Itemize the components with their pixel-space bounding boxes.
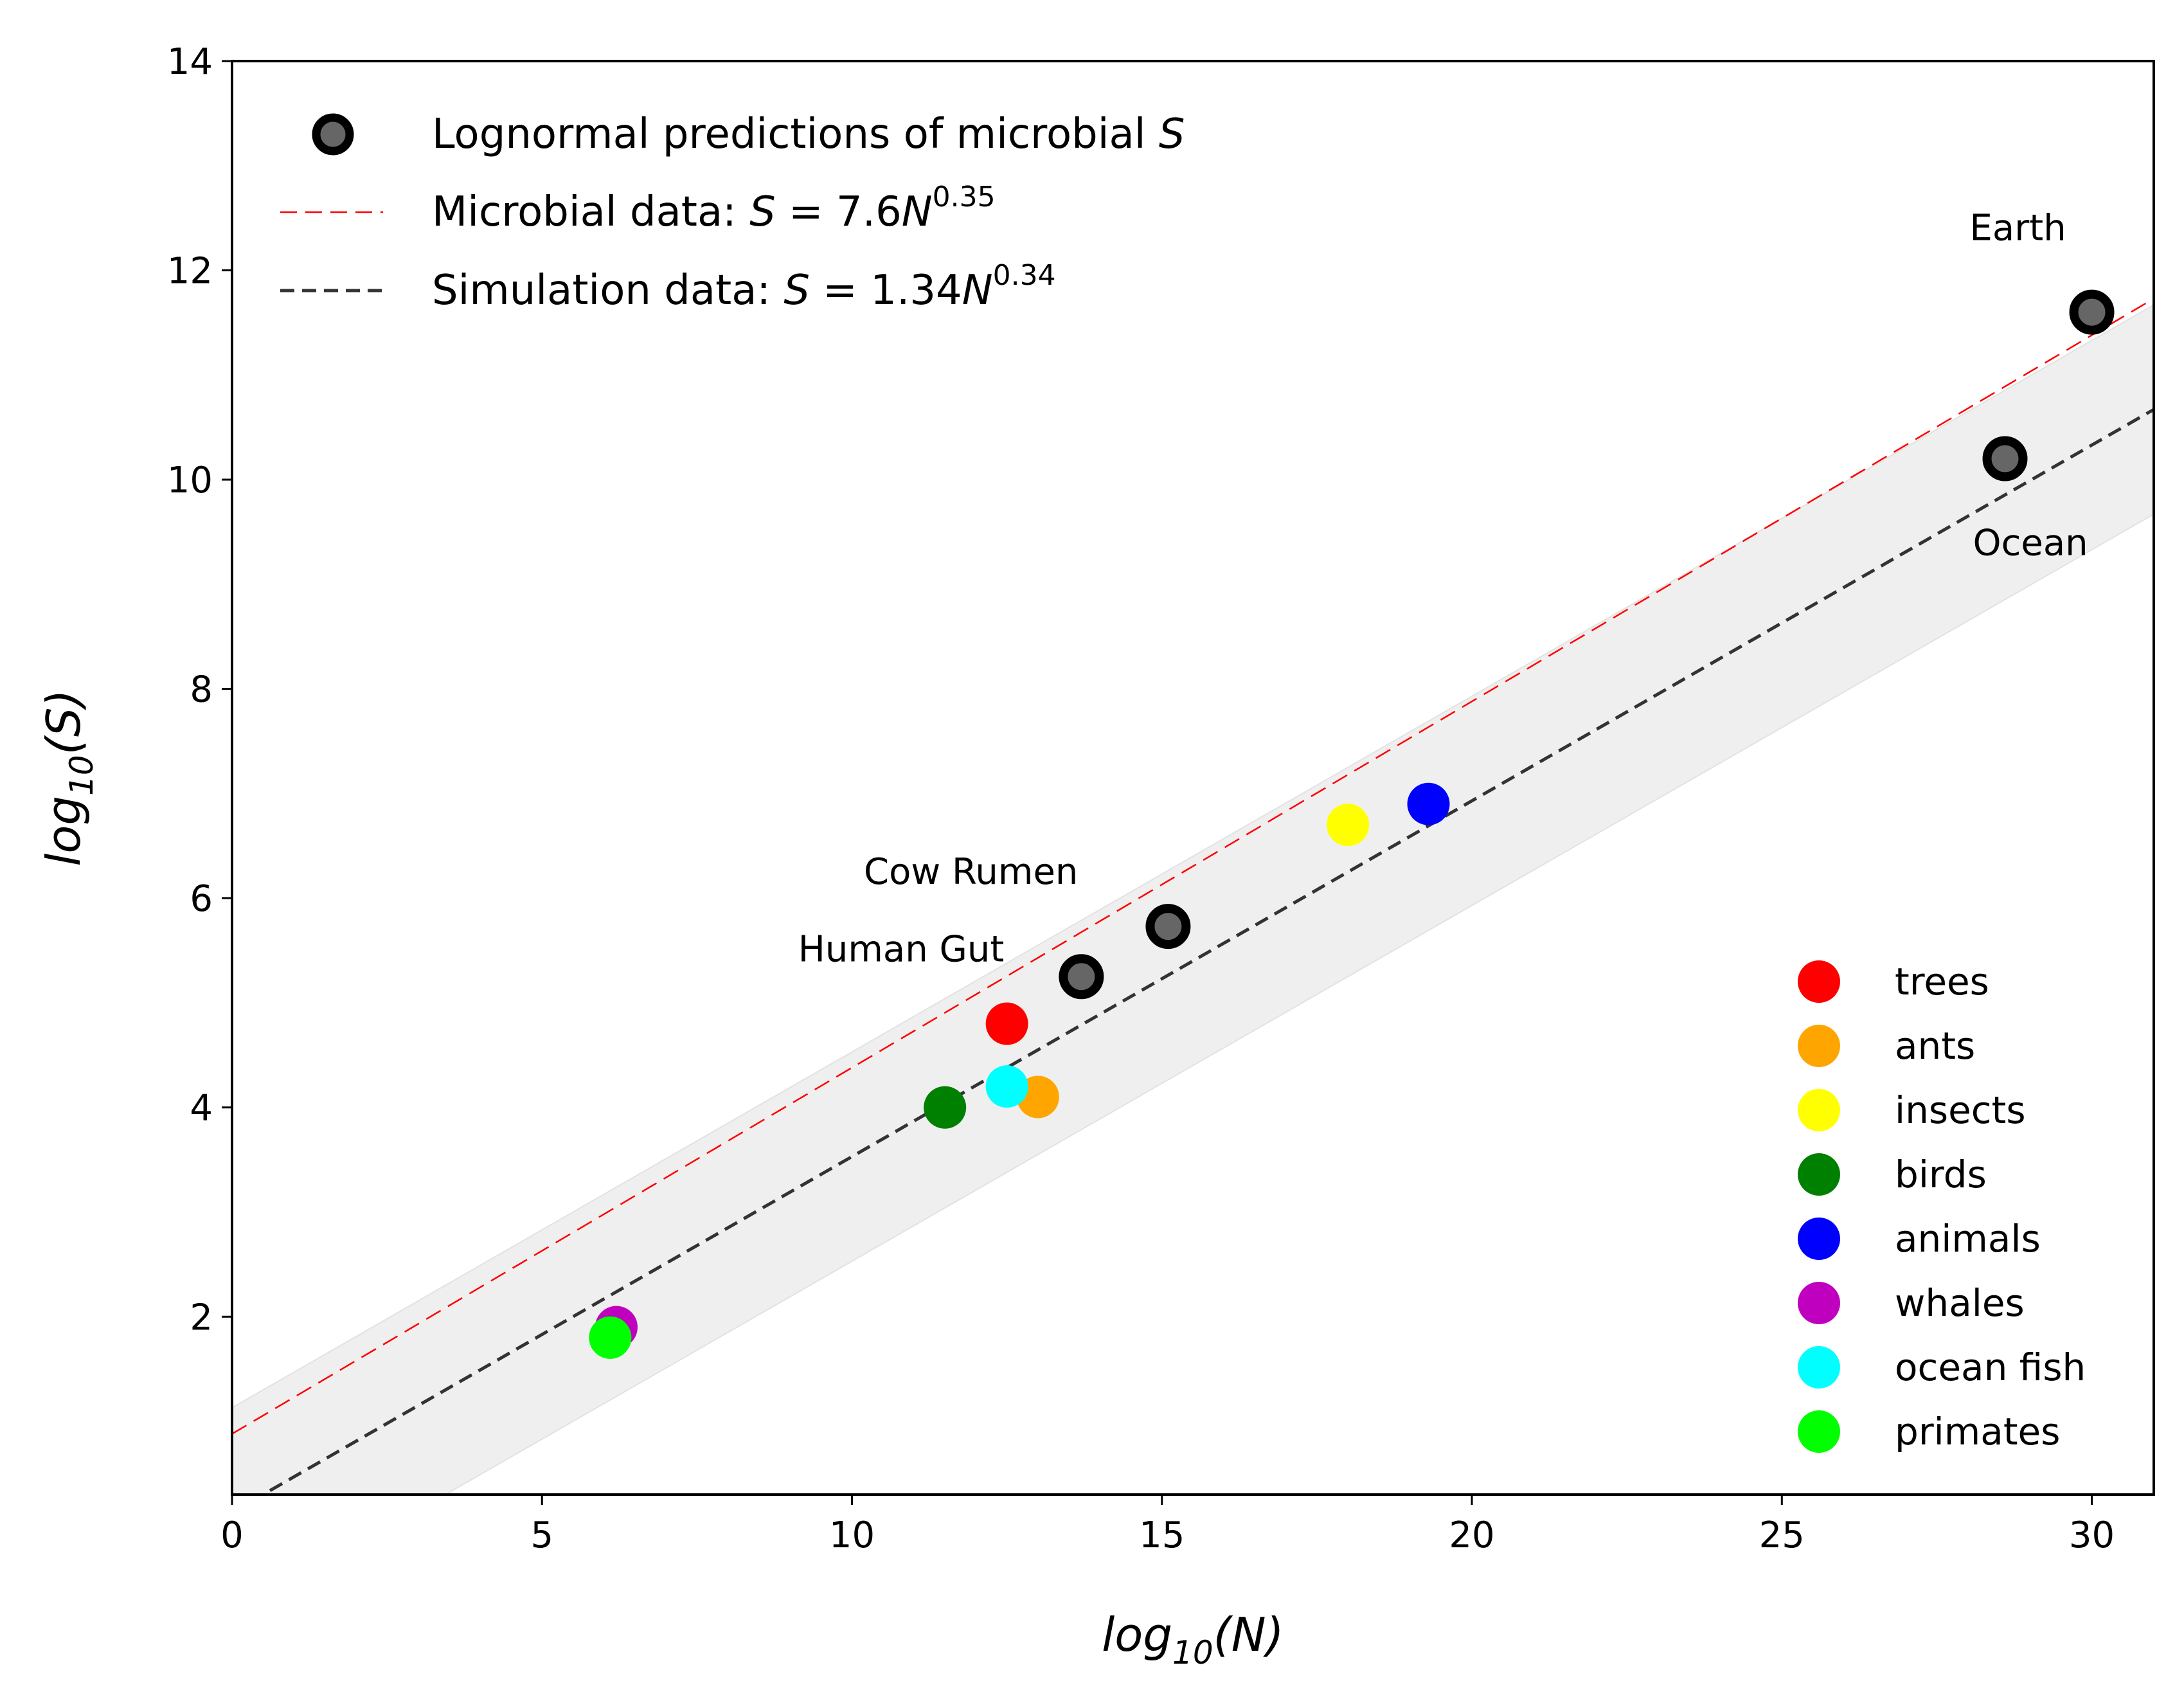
point-animals (1407, 782, 1450, 825)
legend-label-microbial-points: Lognormal predictions of microbial S (432, 111, 1185, 158)
x-tick-label: 25 (1759, 1515, 1805, 1556)
plot-area (232, 289, 2154, 1495)
microbial-fit-line (232, 298, 2154, 1435)
legend-label-primates: primates (1895, 1410, 2060, 1453)
legend-marker-primates (1798, 1410, 1840, 1453)
point-birds (924, 1086, 967, 1129)
x-tick-label: 30 (2069, 1515, 2115, 1556)
y-axis-label: log10(S) (37, 689, 100, 866)
y-axis: 2 4 6 8 10 12 14 (167, 41, 232, 1338)
point-microbial-earth (2069, 289, 2115, 335)
legend-marker-birds (1798, 1153, 1840, 1196)
legend-marker-insects (1798, 1089, 1840, 1131)
legend-label-simulation-fit: Simulation data: S = 1.34N0.34 (432, 259, 1056, 314)
y-tick-label: 8 (190, 669, 213, 711)
legend-main: Lognormal predictions of microbial S Mic… (280, 111, 1185, 314)
legend-marker-whales (1798, 1282, 1840, 1324)
point-annotations: Human Gut Cow Rumen Ocean Earth (798, 208, 2088, 971)
legend-label-ants: ants (1895, 1024, 1975, 1068)
y-tick-label: 10 (167, 460, 213, 501)
x-axis-label: log10(N) (1102, 1608, 1284, 1671)
legend-label-whales: whales (1895, 1281, 2025, 1325)
x-tick-label: 5 (530, 1515, 553, 1556)
annotation-earth: Earth (1970, 208, 2066, 249)
x-axis: 0 5 10 15 20 25 30 (220, 1495, 2115, 1556)
x-tick-label: 20 (1449, 1515, 1494, 1556)
legend-label-animals: animals (1895, 1217, 2041, 1261)
microbial-points (1059, 289, 2115, 1000)
legend-marker-animals (1798, 1218, 1840, 1260)
legend-marker-trees (1798, 960, 1840, 1003)
y-tick-label: 6 (190, 878, 213, 920)
y-tick-label: 14 (167, 41, 213, 83)
x-tick-label: 0 (220, 1515, 244, 1556)
legend-label-birds: birds (1895, 1153, 1987, 1196)
point-primates (589, 1316, 632, 1359)
legend-label-trees: trees (1895, 960, 1989, 1003)
confidence-band (232, 304, 2154, 1495)
simulation-fit-line (260, 408, 2154, 1495)
legend-taxa: trees ants insects birds animals whales ocean … (1798, 960, 2086, 1453)
plot-frame (231, 60, 2155, 1496)
x-tick-label: 15 (1139, 1515, 1185, 1556)
point-microbial-ocean (1982, 436, 2028, 481)
annotation-ocean: Ocean (1973, 523, 2088, 564)
annotation-cow-rumen: Cow Rumen (864, 851, 1078, 893)
taxa-points (589, 782, 1450, 1359)
point-insects (1327, 804, 1370, 847)
legend-label-insects: insects (1895, 1088, 2026, 1132)
legend-marker-ants (1798, 1025, 1840, 1067)
y-tick-label: 4 (190, 1088, 213, 1129)
point-ocean-fish (985, 1065, 1028, 1108)
legend-marker-microbial-points (312, 113, 354, 156)
y-tick-label: 12 (167, 251, 213, 292)
legend-marker-ocean-fish (1798, 1346, 1840, 1389)
legend-label-microbial-fit: Microbial data: S = 7.6N0.35 (432, 181, 996, 236)
annotation-human-gut: Human Gut (798, 928, 1005, 970)
point-microbial-cow-rumen (1145, 904, 1191, 949)
point-microbial-human-gut (1059, 954, 1104, 1000)
legend-label-ocean-fish: ocean fish (1895, 1345, 2086, 1389)
x-tick-label: 10 (829, 1515, 875, 1556)
point-trees (985, 1002, 1028, 1045)
y-tick-label: 2 (190, 1297, 213, 1338)
